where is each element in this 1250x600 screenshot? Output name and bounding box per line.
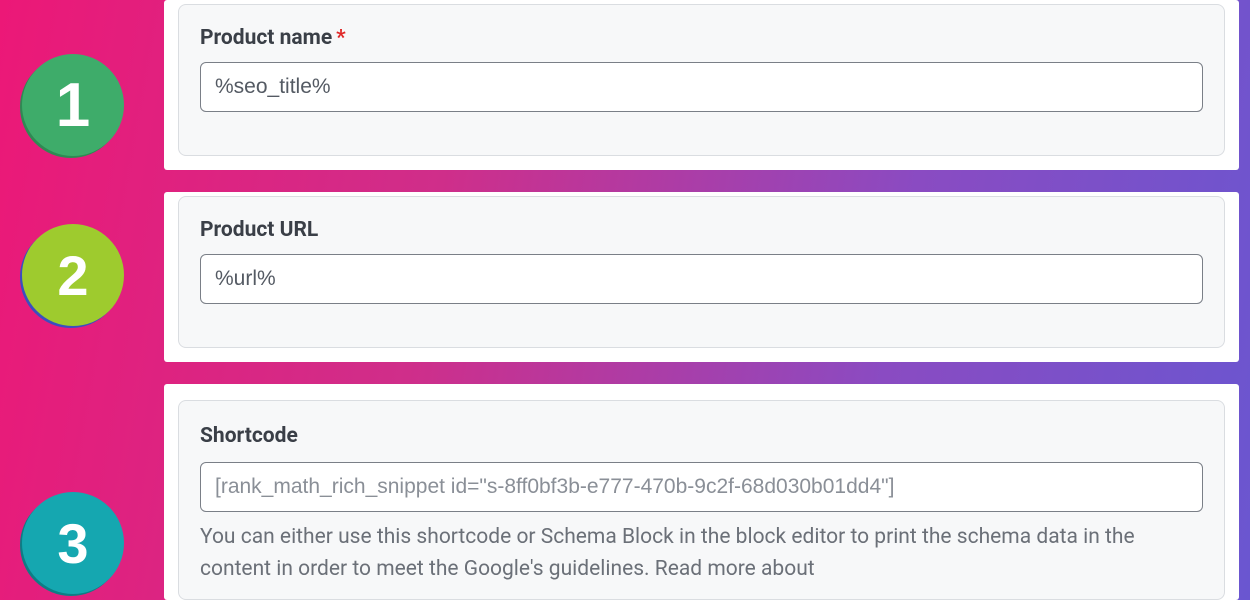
product-url-panel: Product URL	[164, 192, 1239, 362]
product-url-panel-label: Product URL	[200, 218, 318, 242]
shortcode-panel-label-text: Shortcode	[200, 424, 298, 448]
product-name-panel-label: Product name*	[200, 26, 346, 50]
stage: 1 2 3 Product name* Product URL Shortcode You …	[0, 0, 1250, 600]
required-asterisk: *	[336, 26, 346, 50]
shortcode-input[interactable]	[200, 462, 1203, 512]
product-name-panel: Product name*	[164, 0, 1239, 170]
step-badge-1: 1	[22, 54, 124, 156]
product-url-input[interactable]	[200, 254, 1203, 304]
product-url-panel-label-text: Product URL	[200, 218, 318, 242]
step-badge-2: 2	[22, 224, 124, 326]
shortcode-panel-description: You can either use this shortcode or Sch…	[200, 522, 1203, 585]
product-name-panel-label-text: Product name	[200, 26, 332, 50]
step-badge-3: 3	[22, 492, 124, 594]
shortcode-panel-label: Shortcode	[200, 424, 298, 448]
product-name-input[interactable]	[200, 62, 1203, 112]
shortcode-panel: Shortcode You can either use this shortco…	[164, 384, 1239, 600]
